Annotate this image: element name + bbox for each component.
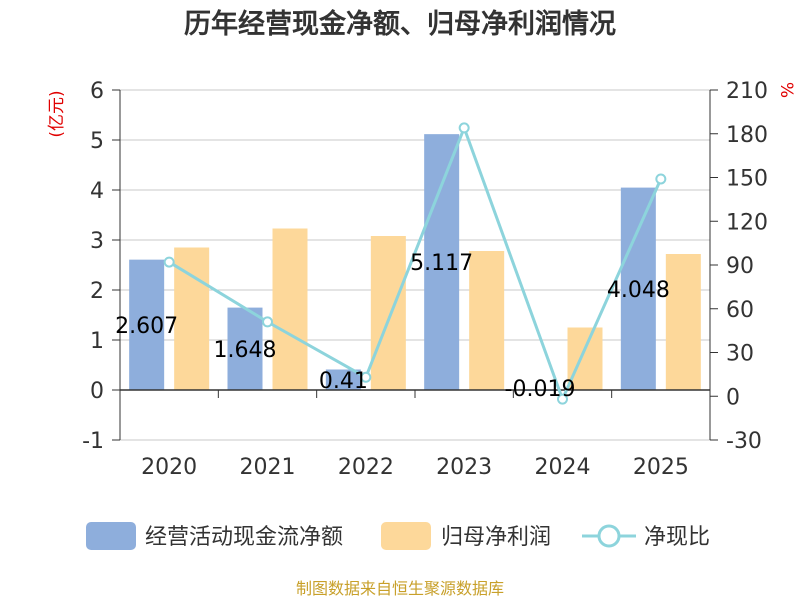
x-tick-label: 2020 — [141, 455, 197, 480]
ratio-point — [262, 316, 273, 328]
bar-netprofit — [174, 247, 210, 390]
y-left-tick-label: 4 — [90, 179, 104, 204]
ratio-point — [557, 393, 568, 405]
legend-label-ratio: 净现比 — [644, 525, 710, 550]
bar-cashflow — [620, 187, 656, 390]
y-right-tick-label: 210 — [726, 79, 768, 104]
data-label-cashflow: 5.117 — [410, 251, 473, 276]
x-tick-label: 2024 — [535, 455, 591, 480]
y-left-tick-label: -1 — [82, 429, 104, 454]
data-label-cashflow: 1.648 — [214, 338, 277, 363]
line-layer — [163, 122, 667, 405]
data-label-cashflow: 4.048 — [607, 278, 670, 303]
grid-layer — [120, 89, 710, 441]
ratio-point — [360, 371, 372, 383]
x-tick-label: 2025 — [633, 455, 689, 480]
ratio-line — [168, 123, 663, 404]
y-right-tick-label: 90 — [726, 254, 754, 279]
y-right-tick-label: 120 — [726, 210, 768, 235]
bar-netprofit — [665, 254, 701, 390]
y-right-tick-label: 30 — [726, 342, 754, 367]
data-label-cashflow: 2.607 — [115, 314, 178, 339]
bar-netprofit — [567, 327, 603, 390]
label-layer: 2.607 1.648 0.41 5.117 -0.019 4.048 — [115, 251, 670, 402]
y-right-tick-label: 0 — [726, 385, 740, 410]
y-right-tick-label: 150 — [726, 167, 768, 192]
y-right-tick-label: -30 — [726, 429, 762, 454]
bar-cashflow — [424, 134, 460, 390]
bar-cashflow — [325, 369, 361, 390]
ratio-point — [163, 256, 175, 268]
legend-swatch-cashflow — [86, 522, 136, 550]
legend-swatch-netprofit — [381, 522, 431, 550]
y-right-unit-label: % — [776, 82, 796, 98]
bar-cashflow — [227, 307, 263, 390]
axis-layer: -1 0 1 2 3 4 5 6 -30 0 30 60 90 120 150 180 210 2020 2021 2… — [82, 79, 768, 480]
legend: 经营活动现金流净额 归母净利润 净现比 — [86, 522, 710, 550]
legend-label-cashflow: 经营活动现金流净额 — [145, 525, 343, 550]
bar-layer — [129, 134, 701, 391]
legend-label-netprofit: 归母净利润 — [441, 525, 551, 550]
y-left-tick-label: 0 — [90, 379, 104, 404]
bar-netprofit — [272, 228, 308, 390]
ratio-point — [655, 173, 667, 185]
data-label-cashflow: 0.41 — [319, 369, 368, 394]
y-right-tick-label: 60 — [726, 298, 754, 323]
bar-netprofit — [370, 236, 406, 390]
y-left-tick-label: 2 — [90, 279, 104, 304]
chart-title: 历年经营现金净额、归母净利润情况 — [184, 8, 616, 40]
bar-cashflow — [129, 259, 165, 390]
bar-netprofit — [469, 251, 505, 390]
y-left-unit-label: (亿元) — [47, 90, 67, 137]
y-left-tick-label: 5 — [90, 129, 104, 154]
data-label-cashflow: -0.019 — [505, 377, 576, 402]
x-tick-label: 2022 — [338, 455, 394, 480]
x-tick-label: 2021 — [240, 455, 296, 480]
x-tick-label: 2023 — [436, 455, 492, 480]
y-left-tick-label: 6 — [90, 79, 104, 104]
legend-marker-ratio — [597, 524, 621, 548]
y-left-tick-label: 3 — [90, 229, 104, 254]
y-right-tick-label: 180 — [726, 123, 768, 148]
y-left-tick-label: 1 — [90, 329, 104, 354]
source-note: 制图数据来自恒生聚源数据库 — [296, 579, 504, 598]
ratio-point — [458, 122, 470, 134]
